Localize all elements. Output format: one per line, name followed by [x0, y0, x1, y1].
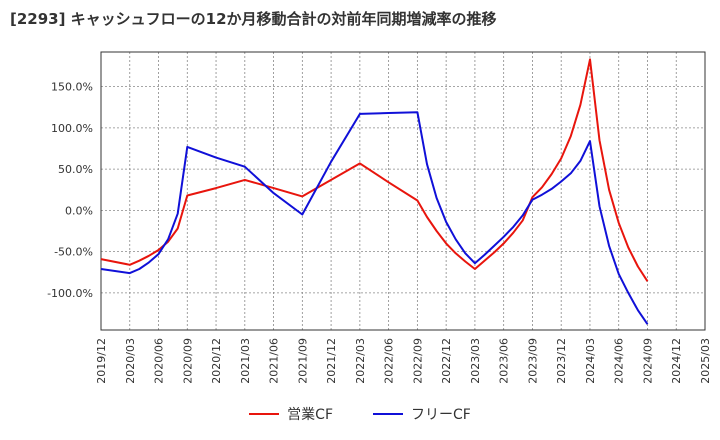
x-tick-label: 2023/12 — [555, 338, 568, 384]
x-tick-label: 2021/12 — [325, 338, 338, 384]
x-tick-label: 2021/09 — [296, 338, 309, 384]
x-tick-label: 2021/06 — [268, 338, 281, 384]
x-tick-label: 2020/09 — [181, 338, 194, 384]
series-line-operating-cf — [100, 58, 649, 282]
x-tick-label: 2025/03 — [699, 338, 712, 384]
x-tick-label: 2020/06 — [153, 338, 166, 384]
x-tick-label: 2024/09 — [641, 338, 654, 384]
x-tick-label: 2020/03 — [124, 338, 137, 384]
legend-item-free: フリーCF — [373, 404, 471, 424]
x-tick-label: 2024/03 — [584, 338, 597, 384]
x-tick-label: 2022/09 — [411, 338, 424, 384]
x-tick-label: 2021/03 — [239, 338, 252, 384]
x-tick-label: 2023/03 — [469, 338, 482, 384]
series-line-free-cf — [100, 111, 649, 325]
x-tick-label: 2022/12 — [440, 338, 453, 384]
y-tick-label: 100.0% — [51, 122, 93, 135]
legend: 営業CF フリーCF — [0, 404, 720, 424]
y-tick-label: 50.0% — [58, 163, 93, 176]
legend-label-free: フリーCF — [411, 407, 471, 423]
x-tick-label: 2020/12 — [210, 338, 223, 384]
x-tick-label: 2023/06 — [498, 338, 511, 384]
legend-swatch-operating — [249, 413, 280, 415]
x-tick-label: 2024/06 — [613, 338, 626, 384]
plot-border — [100, 51, 706, 331]
x-tick-label: 2023/09 — [526, 338, 539, 384]
x-tick-label: 2019/12 — [95, 338, 108, 384]
x-tick-label: 2024/12 — [670, 338, 683, 384]
y-tick-label: 0.0% — [65, 204, 93, 217]
x-tick-label: 2022/03 — [354, 338, 367, 384]
y-tick-label: -50.0% — [54, 246, 93, 259]
x-tick-label: 2022/06 — [383, 338, 396, 384]
y-tick-label: -100.0% — [47, 287, 93, 300]
chart-title: [2293] キャッシュフローの12か月移動合計の対前年同期増減率の推移 — [10, 10, 497, 28]
y-tick-label: 150.0% — [51, 81, 93, 94]
legend-swatch-free — [373, 413, 403, 415]
legend-item-operating: 営業CF — [249, 404, 333, 424]
legend-label-operating: 営業CF — [287, 407, 333, 423]
